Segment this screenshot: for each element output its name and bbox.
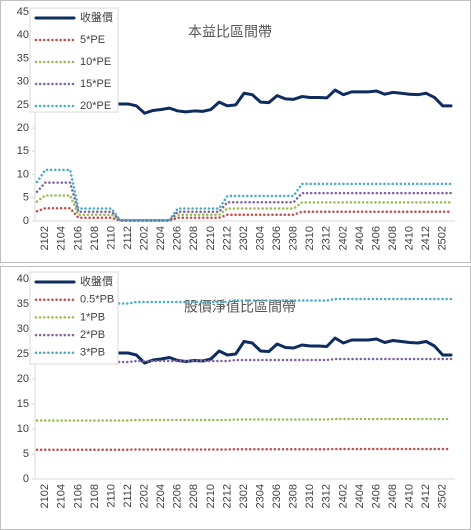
- x-tick-label: 2106: [72, 226, 84, 250]
- y-tick-label: 15: [17, 398, 29, 410]
- y-tick-label: 0: [23, 473, 29, 485]
- x-tick-label: 2208: [188, 226, 200, 250]
- x-tick-label: 2212: [221, 226, 233, 250]
- x-tick-label: 2206: [172, 484, 184, 508]
- x-tick-label: 2402: [337, 484, 349, 508]
- legend-label: 5*PE: [80, 34, 105, 46]
- x-tick-label: 2406: [370, 226, 382, 250]
- x-tick-label: 2112: [122, 226, 134, 250]
- y-tick-label: 15: [17, 145, 29, 157]
- x-tick-label: 2412: [420, 484, 432, 508]
- legend-label: 收盤價: [80, 10, 113, 24]
- y-tick-label: 10: [17, 423, 29, 435]
- x-tick-label: 2312: [321, 484, 333, 508]
- y-tick-label: 25: [17, 99, 29, 111]
- x-tick-label: 2104: [56, 484, 68, 508]
- x-tick-label: 2110: [105, 226, 117, 250]
- x-tick-label: 2304: [254, 226, 266, 250]
- x-tick-label: 2108: [89, 226, 101, 250]
- y-tick-label: 30: [17, 323, 29, 335]
- x-tick-label: 2312: [321, 226, 333, 250]
- y-tick-label: 5: [23, 448, 29, 460]
- y-tick-label: 40: [17, 273, 29, 285]
- series-line: [35, 206, 453, 223]
- legend-label: 20*PE: [80, 100, 111, 112]
- legend-label: 10*PE: [80, 56, 111, 68]
- x-tick-label: 2102: [39, 484, 51, 508]
- legend-label: 15*PE: [80, 78, 111, 90]
- x-tick-label: 2310: [304, 484, 316, 508]
- y-tick-label: 40: [17, 29, 29, 41]
- chart-title: 股價淨值比區間帶: [184, 299, 296, 315]
- x-tick-label: 2306: [271, 226, 283, 250]
- x-tick-label: 2404: [354, 484, 366, 508]
- x-tick-label: 2310: [304, 226, 316, 250]
- y-tick-label: 20: [17, 122, 29, 134]
- x-tick-label: 2308: [288, 226, 300, 250]
- x-tick-label: 2204: [155, 226, 167, 250]
- y-tick-label: 0: [23, 215, 29, 227]
- y-tick-label: 10: [17, 168, 29, 180]
- x-tick-label: 2110: [105, 484, 117, 508]
- x-tick-label: 2302: [238, 484, 250, 508]
- x-tick-label: 2204: [155, 484, 167, 508]
- x-tick-label: 2402: [337, 226, 349, 250]
- series-line: [35, 447, 453, 451]
- x-tick-label: 2212: [221, 484, 233, 508]
- legend: [29, 7, 119, 113]
- x-tick-label: 2408: [387, 484, 399, 508]
- series-line: [35, 417, 453, 422]
- x-tick-label: 2502: [437, 484, 449, 508]
- x-tick-label: 2104: [56, 226, 68, 250]
- x-tick-label: 2108: [89, 484, 101, 508]
- chart-title: 本益比區間帶: [188, 24, 272, 40]
- x-tick-label: 2202: [139, 484, 151, 508]
- x-tick-label: 2412: [420, 226, 432, 250]
- y-tick-label: 35: [17, 298, 29, 310]
- x-tick-label: 2112: [122, 484, 134, 508]
- series-line: [35, 181, 453, 222]
- y-tick-label: 45: [17, 6, 29, 18]
- x-tick-label: 2404: [354, 226, 366, 250]
- legend-label: 0.5*PB: [80, 294, 114, 306]
- y-tick-label: 35: [17, 52, 29, 64]
- x-tick-label: 2102: [39, 226, 51, 250]
- y-tick-label: 25: [17, 348, 29, 360]
- x-tick-label: 2410: [404, 484, 416, 508]
- x-tick-label: 2106: [72, 484, 84, 508]
- y-tick-label: 5: [23, 192, 29, 204]
- x-tick-label: 2308: [288, 484, 300, 508]
- legend-label: 收盤價: [80, 274, 113, 288]
- x-tick-label: 2502: [437, 226, 449, 250]
- x-tick-label: 2410: [404, 226, 416, 250]
- x-tick-label: 2202: [139, 226, 151, 250]
- y-tick-label: 20: [17, 373, 29, 385]
- x-tick-label: 2304: [254, 484, 266, 508]
- x-tick-label: 2306: [271, 484, 283, 508]
- x-tick-label: 2208: [188, 484, 200, 508]
- x-tick-label: 2302: [238, 226, 250, 250]
- x-tick-label: 2210: [205, 484, 217, 508]
- x-tick-label: 2210: [205, 226, 217, 250]
- legend-label: 1*PB: [80, 311, 105, 323]
- series-line: [35, 168, 453, 222]
- x-tick-label: 2408: [387, 226, 399, 250]
- x-tick-label: 2406: [370, 484, 382, 508]
- x-tick-label: 2206: [172, 226, 184, 250]
- legend-label: 3*PB: [80, 347, 105, 359]
- y-tick-label: 30: [17, 76, 29, 88]
- legend-label: 2*PB: [80, 329, 105, 341]
